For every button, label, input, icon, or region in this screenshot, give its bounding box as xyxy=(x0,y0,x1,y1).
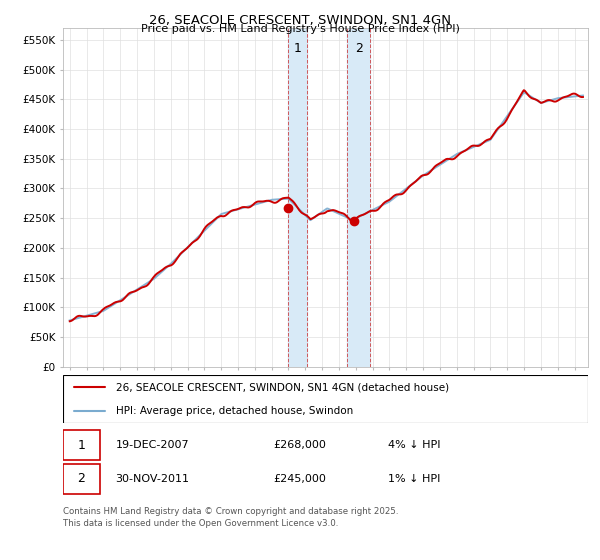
Text: 19-DEC-2007: 19-DEC-2007 xyxy=(115,440,189,450)
Text: Contains HM Land Registry data © Crown copyright and database right 2025.
This d: Contains HM Land Registry data © Crown c… xyxy=(63,507,398,528)
Text: 1% ↓ HPI: 1% ↓ HPI xyxy=(389,474,441,484)
Text: £245,000: £245,000 xyxy=(273,474,326,484)
Text: 2: 2 xyxy=(77,472,85,486)
Text: 4% ↓ HPI: 4% ↓ HPI xyxy=(389,440,441,450)
Bar xyxy=(63,430,100,460)
Bar xyxy=(63,464,100,494)
Text: 2: 2 xyxy=(355,41,363,54)
Text: 1: 1 xyxy=(77,438,85,452)
Text: 26, SEACOLE CRESCENT, SWINDON, SN1 4GN (detached house): 26, SEACOLE CRESCENT, SWINDON, SN1 4GN (… xyxy=(115,382,449,392)
Text: Price paid vs. HM Land Registry's House Price Index (HPI): Price paid vs. HM Land Registry's House … xyxy=(140,24,460,34)
Text: HPI: Average price, detached house, Swindon: HPI: Average price, detached house, Swin… xyxy=(115,406,353,416)
Text: 30-NOV-2011: 30-NOV-2011 xyxy=(115,474,190,484)
Bar xyxy=(347,28,370,367)
Text: £268,000: £268,000 xyxy=(273,440,326,450)
Text: 1: 1 xyxy=(293,41,301,54)
Text: 26, SEACOLE CRESCENT, SWINDON, SN1 4GN: 26, SEACOLE CRESCENT, SWINDON, SN1 4GN xyxy=(149,14,451,27)
Bar xyxy=(287,28,307,367)
